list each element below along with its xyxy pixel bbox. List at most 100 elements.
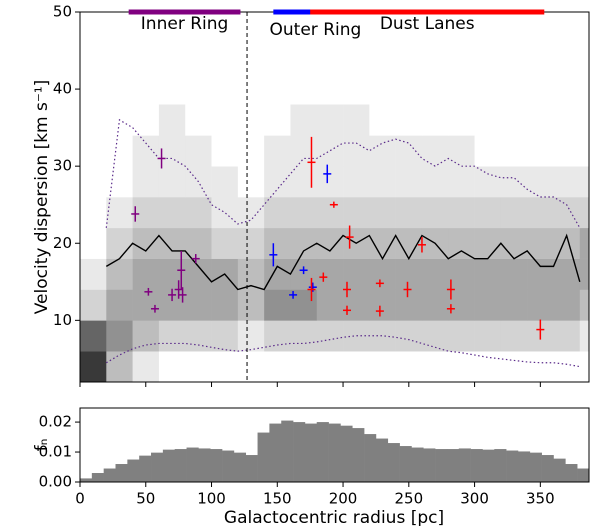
x-tick-label: 250	[394, 490, 423, 508]
heatmap-cell	[527, 104, 554, 136]
heatmap-cell	[553, 258, 581, 290]
heatmap-cell	[185, 227, 212, 259]
heatmap-cell	[500, 289, 528, 321]
heatmap-cell	[264, 227, 291, 259]
histogram-bar	[304, 423, 318, 482]
heatmap-cell	[448, 227, 475, 259]
heatmap-cell	[527, 258, 554, 290]
heatmap-cell	[395, 104, 423, 136]
heatmap-cell	[343, 135, 370, 167]
histogram-bar	[387, 443, 400, 482]
heatmap-cell	[290, 166, 318, 198]
heatmap-cell	[237, 258, 265, 290]
heatmap-cell	[500, 258, 528, 290]
heatmap-cell	[80, 289, 107, 321]
heatmap-cell	[237, 135, 265, 167]
histogram-bar	[293, 422, 306, 482]
histogram-bar	[517, 451, 531, 482]
heatmap-cell	[211, 197, 239, 229]
heatmap-cell	[527, 227, 554, 259]
heatmap-cell	[290, 227, 318, 259]
histogram-bar	[541, 455, 554, 482]
heatmap-cell	[500, 166, 528, 198]
heatmap-cell	[395, 351, 423, 383]
heatmap-cell	[316, 227, 344, 259]
heatmap-cell	[237, 104, 265, 136]
heatmap-cell	[132, 166, 160, 198]
heatmap-cell	[237, 351, 265, 383]
histogram-bar	[506, 450, 519, 482]
heatmap-cell	[264, 289, 291, 321]
heatmap-cell	[369, 197, 396, 229]
heatmap-cell	[369, 289, 396, 321]
heatmap-cell	[579, 166, 590, 198]
histogram-bar	[91, 473, 104, 482]
x-tick-label: 50	[136, 490, 155, 508]
heatmap-cell	[132, 227, 160, 259]
heatmap-cell	[106, 320, 133, 352]
heatmap-cell	[80, 135, 107, 167]
histogram-bar	[127, 459, 140, 482]
heatmap-cell	[264, 104, 291, 136]
histogram-bar	[103, 468, 116, 482]
heatmap-cell	[527, 289, 554, 321]
heatmap-cell	[132, 135, 160, 167]
histogram-bar	[115, 464, 128, 482]
heatmap-cell	[553, 197, 581, 229]
region-label: Outer Ring	[270, 20, 362, 40]
heatmap-cell	[80, 166, 107, 198]
heatmap-cell	[264, 135, 291, 167]
heatmap-cell	[343, 166, 370, 198]
heatmap-cell	[448, 166, 475, 198]
heatmap-cell	[237, 227, 265, 259]
heatmap-cell	[290, 135, 318, 167]
heatmap-cell	[474, 258, 502, 290]
histogram-bar	[80, 478, 93, 482]
heatmap-cell	[80, 104, 107, 136]
heatmap-cell	[343, 351, 370, 383]
heatmap-cell	[579, 320, 590, 352]
heatmap-cell	[211, 320, 239, 352]
heatmap-cell	[421, 104, 449, 136]
histogram-bar	[446, 449, 460, 482]
heatmap-cell	[106, 289, 133, 321]
y-tick-label: 20	[53, 234, 72, 252]
histogram-bar	[375, 438, 389, 482]
y-axis-label: fₙ	[32, 439, 52, 452]
heatmap-cell	[579, 197, 590, 229]
heatmap-cell	[264, 258, 291, 290]
heatmap-cell	[106, 135, 133, 167]
heatmap-cell	[211, 289, 239, 321]
heatmap-cell	[421, 320, 449, 352]
y-tick-label: 0.01	[39, 443, 72, 461]
heatmap-cell	[421, 197, 449, 229]
histogram-bar	[470, 449, 483, 482]
heatmap-cell	[158, 104, 186, 136]
histogram-bar	[423, 448, 436, 482]
heatmap-cell	[211, 104, 239, 136]
histogram-bar	[529, 452, 542, 482]
heatmap-cell	[395, 197, 423, 229]
heatmap-cell	[500, 227, 528, 259]
heatmap-cell	[80, 197, 107, 229]
histogram-bar	[553, 458, 566, 482]
heatmap-cell	[106, 227, 133, 259]
heatmap-cell	[316, 166, 344, 198]
heatmap-cell	[448, 320, 475, 352]
heatmap-cell	[369, 258, 396, 290]
histogram-bar	[162, 449, 175, 482]
x-tick-label: 300	[460, 490, 489, 508]
contour-line	[105, 118, 581, 229]
heatmap-cell	[474, 104, 502, 136]
histogram-bar	[364, 434, 377, 482]
heatmap-cell	[316, 289, 344, 321]
heatmap-cell	[80, 351, 107, 383]
heatmap-cell	[316, 258, 344, 290]
heatmap-cell	[80, 320, 107, 352]
x-tick-label: 0	[75, 490, 85, 508]
heatmap-cell	[316, 351, 344, 383]
heatmap-cell	[369, 351, 396, 383]
histogram-bar	[399, 446, 412, 482]
